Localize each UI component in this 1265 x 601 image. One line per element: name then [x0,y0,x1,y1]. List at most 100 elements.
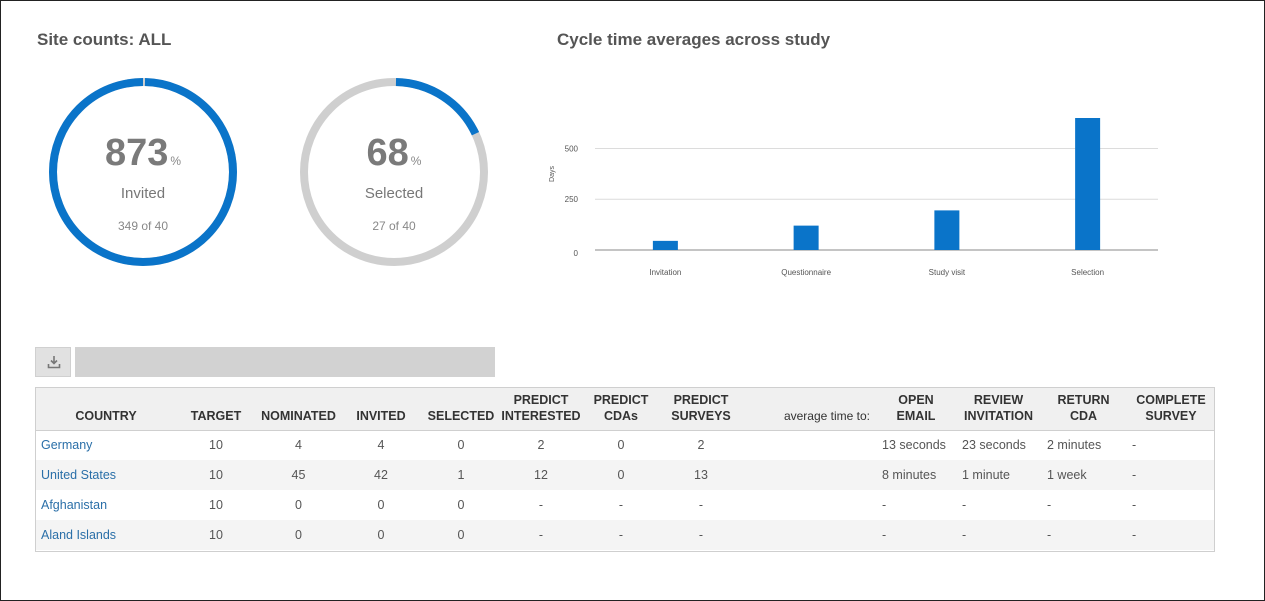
selected-percent: 68% [296,132,492,175]
invited-ring-graphic [49,78,237,266]
col-complete-survey-l2: SURVEY [1145,408,1197,423]
chart-y-axis-label: Days [549,166,556,182]
cell-review-invitation: 1 minute [956,460,1041,490]
chart-bar [652,240,678,250]
col-return-cda-l2: CDA [1069,408,1098,423]
cell-nominated: 0 [256,520,341,550]
table-row: Aland Islands 10 0 0 0 - - - - - - - [36,520,1214,550]
cell-review-invitation: - [956,520,1041,550]
cell-selected: 1 [421,460,501,490]
cell-target: 10 [176,520,256,550]
table-header-row: COUNTRY TARGET NOMINATED INVITED SELECTE… [36,388,1214,431]
cell-return-cda: - [1047,498,1052,512]
col-complete-survey-l1: COMPLETE [1136,392,1206,407]
invited-label: Invited [120,185,166,202]
cell-complete-survey: - [1126,460,1214,490]
country-link[interactable]: Germany [41,438,93,453]
cell-nominated: 0 [295,498,302,512]
cell-complete-survey: - [1132,438,1137,453]
col-predict-cdas-l1: PREDICT [593,392,649,407]
col-review-invitation[interactable]: REVIEW INVITATION [956,388,1041,431]
cell-nominated: 4 [295,438,302,453]
cell-predict-cdas: - [618,498,624,512]
download-icon [47,356,61,369]
cell-predict-cdas: 0 [617,438,625,453]
table-row: United States 10 45 42 1 12 0 13 8 minut… [36,460,1214,490]
col-complete-survey[interactable]: COMPLETE SURVEY [1126,388,1214,431]
chart-x-tick-label: Study visit [929,268,966,277]
cell-return-cda: - [1041,520,1126,550]
cell-predict-cdas: 0 [581,460,661,490]
invited-ring: 873% Invited 349 of 40 [45,74,241,270]
cell-spacer [741,460,876,490]
col-nominated[interactable]: NOMINATED [256,388,341,431]
col-predict-interested[interactable]: PREDICT INTERESTED [501,388,581,431]
country-link[interactable]: Aland Islands [36,520,176,550]
cell-invited: 0 [341,520,421,550]
chart-x-tick-label: Invitation [649,268,681,277]
cell-complete-survey: - [1132,498,1137,512]
cycle-time-chart: 0 250 500 Days Invitation Questionnaire Study … [549,118,1158,277]
col-review-invitation-l1: REVIEW [973,392,1024,407]
selected-percent-sign: % [410,154,422,168]
selected-subtext: 27 of 40 [372,219,416,233]
cell-selected: 0 [457,498,465,512]
col-predict-surveys-l1: PREDICT [673,392,729,407]
selected-value: 68 [366,132,409,174]
col-country[interactable]: COUNTRY [36,388,176,431]
chart-x-tick-label: Selection [1071,268,1104,277]
selected-ring-track [300,78,488,266]
chart-bar [934,210,960,250]
invited-subtext: 349 of 40 [117,219,169,233]
cell-open-email: 13 seconds [882,438,946,453]
col-average-time-label: average time to: [741,388,876,431]
cycle-time-title: Cycle time averages across study [557,30,831,49]
cell-review-invitation: - [962,498,967,512]
selected-ring-graphic [300,78,488,266]
cell-open-email: - [876,520,956,550]
cell-predict-interested: 2 [537,438,545,453]
cell-selected: 0 [421,520,501,550]
cell-predict-interested: - [538,498,544,512]
cell-invited: 4 [377,438,385,453]
col-predict-cdas-l2: CDAs [603,408,639,423]
cell-invited: 0 [377,498,385,512]
col-open-email-l1: OPEN [898,392,934,407]
country-link[interactable]: United States [36,460,176,490]
chart-bar [1075,118,1101,250]
toolbar-filter-bar [75,347,495,377]
cell-predict-interested: 12 [501,460,581,490]
download-button[interactable] [35,347,71,377]
cell-nominated: 45 [256,460,341,490]
col-predict-interested-l2: INTERESTED [501,408,581,423]
col-open-email[interactable]: OPEN EMAIL [876,388,956,431]
country-table: COUNTRY TARGET NOMINATED INVITED SELECTE… [35,387,1215,552]
cell-predict-surveys: 2 [697,438,705,453]
cell-predict-interested: - [501,520,581,550]
cell-return-cda: 2 minutes [1047,438,1102,453]
cell-target: 10 [176,460,256,490]
cell-predict-surveys: 13 [661,460,741,490]
col-selected[interactable]: SELECTED [421,388,501,431]
selected-ring: 68% Selected 27 of 40 [296,74,492,270]
col-open-email-l2: EMAIL [896,408,936,423]
table-row: Germany 10 4 4 0 2 0 2 13 seconds 23 sec… [36,430,1214,460]
cell-target: 10 [209,438,223,453]
col-predict-surveys[interactable]: PREDICT SURVEYS [661,388,741,431]
col-target[interactable]: TARGET [176,388,256,431]
col-predict-cdas[interactable]: PREDICT CDAs [581,388,661,431]
col-return-cda[interactable]: RETURN CDA [1041,388,1126,431]
cell-review-invitation: 23 seconds [962,438,1026,453]
col-return-cda-l1: RETURN [1057,392,1110,407]
chart-y-tick-label: 0 [574,249,579,258]
cell-predict-surveys: - [698,498,704,512]
site-counts-title: Site counts: ALL [37,30,172,49]
cell-spacer [741,520,876,550]
cell-invited: 42 [341,460,421,490]
cell-predict-cdas: - [581,520,661,550]
col-invited[interactable]: INVITED [341,388,421,431]
invited-ring-arc [49,78,237,266]
chart-y-tick-label: 500 [565,144,579,153]
table-row: Afghanistan 10 0 0 0 - - - - - - - [36,490,1214,520]
country-link[interactable]: Afghanistan [41,498,108,512]
